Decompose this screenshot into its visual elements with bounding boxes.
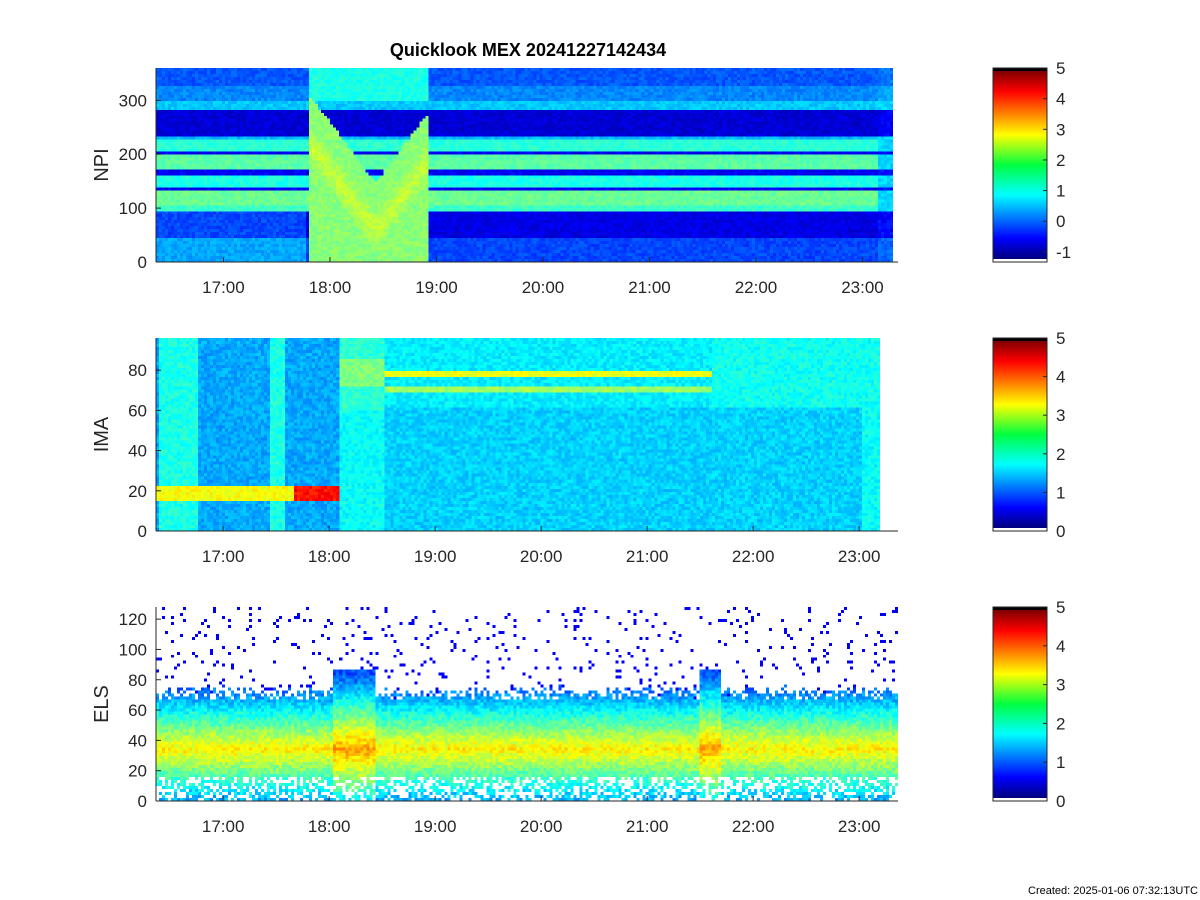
x-tick-label: 19:00 bbox=[414, 547, 457, 566]
colorbar-top-cap bbox=[993, 338, 1047, 341]
colorbar-npi: -1 0 1 2 3 4 5 bbox=[992, 59, 1071, 263]
colorbar-frame bbox=[992, 67, 1048, 263]
x-tick-label: 21:00 bbox=[628, 278, 671, 297]
colorbar-top-cap bbox=[993, 607, 1047, 610]
colorbar-tick-label: 1 bbox=[1056, 753, 1065, 772]
x-tick-label: 21:00 bbox=[626, 547, 669, 566]
colorbar-gradient bbox=[993, 71, 1047, 259]
colorbar-frame bbox=[992, 606, 1048, 802]
x-tick-label: 22:00 bbox=[732, 817, 775, 836]
colorbar-tick-label: 1 bbox=[1056, 483, 1065, 502]
y-tick-label: 80 bbox=[128, 361, 147, 380]
colorbar-tick-label: 4 bbox=[1056, 90, 1065, 109]
x-tick-label: 17:00 bbox=[202, 547, 245, 566]
x-tick-label: 23:00 bbox=[838, 817, 881, 836]
x-tick-label: 17:00 bbox=[202, 817, 245, 836]
colorbar-els: 0 1 2 3 4 5 bbox=[992, 598, 1065, 811]
colorbar-gradient bbox=[993, 341, 1047, 528]
colorbar-ima: 0 1 2 3 4 5 bbox=[992, 329, 1065, 541]
x-tick-label: 18:00 bbox=[308, 817, 351, 836]
colorbar-top-cap bbox=[993, 68, 1047, 71]
colorbar-tick-label: 0 bbox=[1056, 792, 1065, 811]
y-axis-label: ELS bbox=[91, 685, 113, 723]
colorbar-tick-label: 2 bbox=[1056, 445, 1065, 464]
x-tick-label: 20:00 bbox=[520, 817, 563, 836]
y-tick-label: 0 bbox=[138, 792, 147, 811]
panels-group: 17:00 18:00 19:00 20:00 21:00 22:00 23:0001002… bbox=[91, 59, 1071, 836]
heatmap-image bbox=[156, 607, 898, 801]
y-tick-label: 80 bbox=[128, 671, 147, 690]
y-axis-label: NPI bbox=[91, 148, 113, 181]
colorbar-tick-label: 2 bbox=[1056, 714, 1065, 733]
colorbar-tick-label: 3 bbox=[1056, 406, 1065, 425]
colorbar-tick-label: 2 bbox=[1056, 151, 1065, 170]
x-tick-label: 20:00 bbox=[520, 547, 563, 566]
y-tick-label: 20 bbox=[128, 762, 147, 781]
colorbar-tick-label: 5 bbox=[1056, 329, 1065, 348]
panel-npi: 17:00 18:00 19:00 20:00 21:00 22:00 23:00 0 100 2… bbox=[91, 59, 1071, 297]
colorbar-tick-label: 5 bbox=[1056, 59, 1065, 78]
x-tick-label: 19:00 bbox=[415, 278, 458, 297]
y-axis-label: IMA bbox=[91, 416, 113, 452]
y-tick-label: 60 bbox=[128, 701, 147, 720]
y-tick-label: 300 bbox=[119, 91, 147, 110]
colorbar-tick-label: 1 bbox=[1056, 182, 1065, 201]
colorbar-tick-label: 0 bbox=[1056, 212, 1065, 231]
y-tick-label: 100 bbox=[119, 199, 147, 218]
x-tick-label: 22:00 bbox=[732, 547, 775, 566]
heatmap-image bbox=[156, 338, 880, 531]
y-tick-label: 20 bbox=[128, 482, 147, 501]
colorbar-tick-label: -1 bbox=[1056, 243, 1071, 262]
heatmap-image bbox=[156, 68, 893, 262]
colorbar-tick-label: 0 bbox=[1056, 522, 1065, 541]
colorbar-tick-label: 4 bbox=[1056, 368, 1065, 387]
y-tick-label: 40 bbox=[128, 442, 147, 461]
colorbar-tick-label: 5 bbox=[1056, 598, 1065, 617]
y-tick-label: 200 bbox=[119, 145, 147, 164]
panel-els: 17:00 18:00 19:00 20:00 21:00 22:00 23:0002040… bbox=[91, 598, 1065, 836]
colorbar-tick-label: 3 bbox=[1056, 676, 1065, 695]
x-tick-label: 23:00 bbox=[838, 547, 881, 566]
y-tick-label: 60 bbox=[128, 401, 147, 420]
x-tick-label: 23:00 bbox=[841, 278, 884, 297]
colorbar-frame bbox=[992, 337, 1048, 532]
panel-ima: 17:00 18:00 19:00 20:00 21:00 22:00 23:0002040… bbox=[91, 329, 1065, 566]
y-tick-label: 100 bbox=[119, 640, 147, 659]
colorbar-tick-label: 3 bbox=[1056, 120, 1065, 139]
x-tick-label: 18:00 bbox=[309, 278, 352, 297]
y-tick-label: 0 bbox=[138, 522, 147, 541]
x-tick-label: 20:00 bbox=[522, 278, 565, 297]
colorbar-gradient bbox=[993, 610, 1047, 798]
y-tick-label: 0 bbox=[138, 253, 147, 272]
x-tick-label: 18:00 bbox=[308, 547, 351, 566]
x-tick-label: 21:00 bbox=[626, 817, 669, 836]
created-timestamp: Created: 2025-01-06 07:32:13UTC bbox=[1028, 885, 1198, 897]
x-tick-label: 17:00 bbox=[202, 278, 245, 297]
y-tick-label: 120 bbox=[119, 610, 147, 629]
x-tick-label: 22:00 bbox=[735, 278, 778, 297]
y-tick-label: 40 bbox=[128, 731, 147, 750]
x-tick-label: 19:00 bbox=[414, 817, 457, 836]
colorbar-tick-label: 4 bbox=[1056, 637, 1065, 656]
figure-title: Quicklook MEX 20241227142434 bbox=[390, 40, 666, 60]
